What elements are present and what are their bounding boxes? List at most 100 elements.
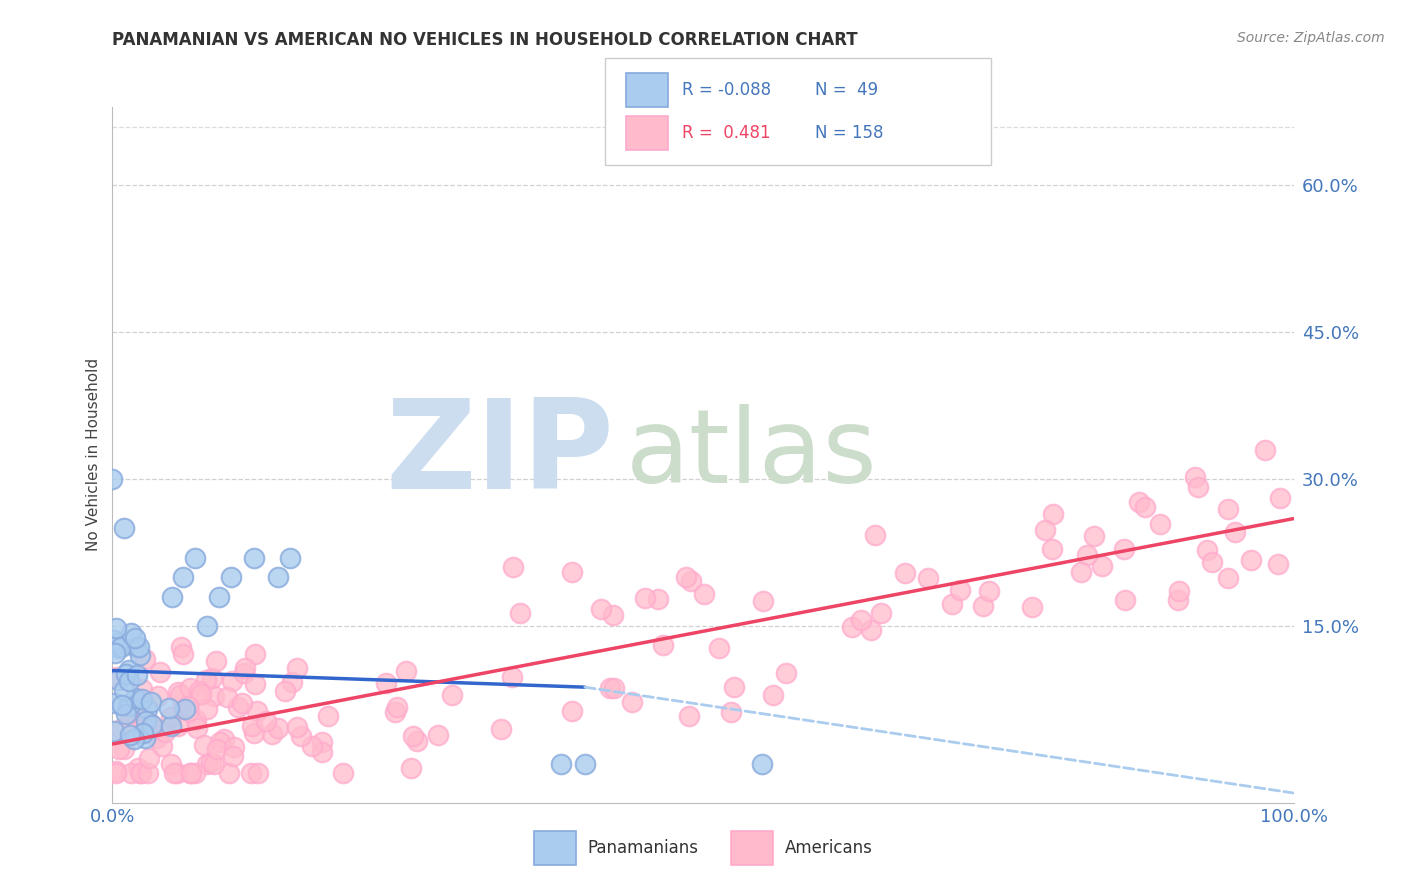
Point xyxy=(243,550,266,565)
Point xyxy=(402,729,425,743)
Point xyxy=(972,599,994,613)
Point xyxy=(1112,541,1135,556)
Point xyxy=(311,734,333,748)
Point xyxy=(1187,481,1209,495)
Text: N =  49: N = 49 xyxy=(815,81,879,99)
Point xyxy=(129,766,152,780)
Point xyxy=(139,695,162,709)
Point xyxy=(399,761,422,775)
Point xyxy=(193,738,215,752)
Point xyxy=(1216,502,1239,516)
Point xyxy=(221,673,243,688)
Point xyxy=(316,709,339,723)
Point xyxy=(201,671,224,685)
Point xyxy=(1128,495,1150,509)
Point xyxy=(129,694,152,708)
Point xyxy=(751,756,773,771)
Point xyxy=(179,681,201,695)
Text: R = -0.088: R = -0.088 xyxy=(682,81,770,99)
Point xyxy=(163,766,186,780)
Point xyxy=(561,704,583,718)
Point xyxy=(169,688,191,702)
Point xyxy=(243,676,266,690)
Point xyxy=(187,684,209,698)
Point xyxy=(166,766,188,780)
Point xyxy=(231,696,253,710)
Point xyxy=(1218,571,1240,585)
Point xyxy=(278,550,301,565)
Point xyxy=(117,706,139,720)
Point xyxy=(170,700,193,714)
Point xyxy=(240,766,263,780)
Point xyxy=(190,687,212,701)
Point xyxy=(1042,508,1064,522)
Point xyxy=(194,673,217,687)
Point xyxy=(103,723,125,738)
Text: Americans: Americans xyxy=(785,839,873,857)
Point xyxy=(441,688,464,702)
Point xyxy=(602,608,624,623)
Point xyxy=(179,766,201,780)
Point xyxy=(139,716,162,731)
Point xyxy=(1091,558,1114,573)
Point xyxy=(115,666,138,681)
Point xyxy=(115,707,138,722)
Point xyxy=(550,756,572,771)
Point xyxy=(177,699,200,714)
Point xyxy=(138,750,160,764)
Point xyxy=(1184,470,1206,484)
Text: Panamanians: Panamanians xyxy=(588,839,699,857)
Point xyxy=(1040,542,1063,557)
Point xyxy=(723,680,745,694)
Point xyxy=(200,756,222,770)
Point xyxy=(603,681,626,695)
Point xyxy=(124,631,146,645)
Point xyxy=(219,570,242,584)
Point xyxy=(172,570,194,584)
Point xyxy=(621,695,644,709)
Point xyxy=(186,713,208,727)
Text: R =  0.481: R = 0.481 xyxy=(682,124,770,142)
Point xyxy=(195,619,218,633)
Text: PANAMANIAN VS AMERICAN NO VEHICLES IN HOUSEHOLD CORRELATION CHART: PANAMANIAN VS AMERICAN NO VEHICLES IN HO… xyxy=(112,31,858,49)
Point xyxy=(118,664,141,678)
Point xyxy=(131,722,153,736)
Point xyxy=(1240,553,1263,567)
Point xyxy=(941,597,963,611)
Point xyxy=(127,667,149,681)
Point xyxy=(110,722,132,736)
Point xyxy=(599,681,621,695)
Point xyxy=(406,734,429,748)
Point xyxy=(374,675,396,690)
Point xyxy=(502,559,524,574)
Text: ZIP: ZIP xyxy=(385,394,614,516)
Point xyxy=(285,661,308,675)
Point xyxy=(693,587,716,601)
Point xyxy=(120,626,142,640)
Point xyxy=(870,606,893,620)
Point xyxy=(118,728,141,742)
Point xyxy=(150,739,173,754)
Point xyxy=(281,675,304,690)
Point xyxy=(384,705,406,719)
Point xyxy=(125,640,148,654)
Point xyxy=(134,651,156,665)
Point xyxy=(242,725,264,739)
Point xyxy=(202,690,225,704)
Point xyxy=(501,670,523,684)
Point xyxy=(1268,491,1291,505)
Point xyxy=(120,766,142,780)
Point xyxy=(675,570,697,584)
Point xyxy=(160,757,183,772)
Point xyxy=(633,591,655,605)
Point xyxy=(860,624,883,638)
Point xyxy=(204,654,226,668)
Point xyxy=(1035,523,1057,537)
Point xyxy=(186,721,208,735)
Point xyxy=(160,719,183,733)
Point xyxy=(110,640,132,655)
Point xyxy=(775,666,797,681)
Point xyxy=(103,633,125,648)
Point xyxy=(894,566,917,580)
Point xyxy=(863,527,886,541)
